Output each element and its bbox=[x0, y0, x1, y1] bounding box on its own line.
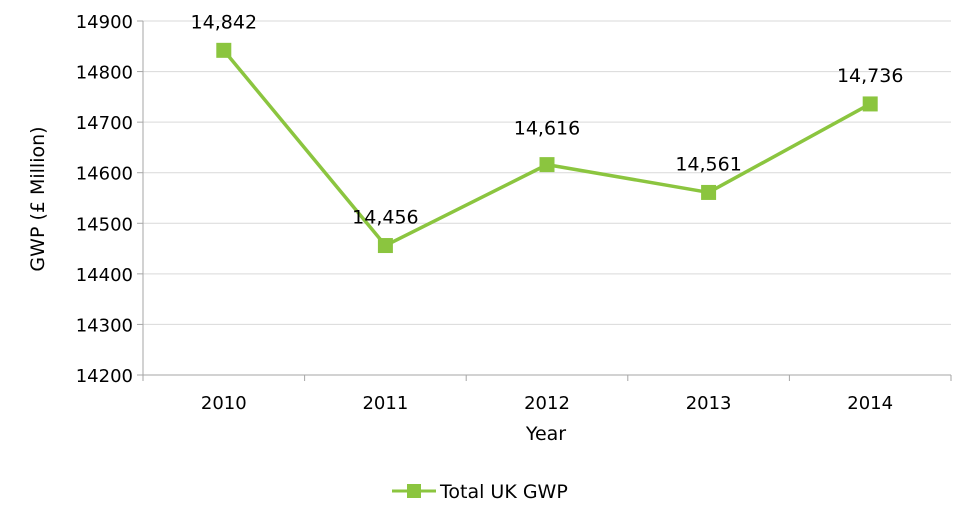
y-tick-labels: 14200 14300 14400 14500 14600 14700 14800 14900 bbox=[76, 12, 133, 387]
data-point-2013 bbox=[701, 184, 717, 200]
x-tick-labels: 2010 2011 2012 2013 2014 bbox=[201, 393, 893, 414]
data-point-2010 bbox=[216, 42, 232, 58]
gridlines bbox=[143, 20, 951, 325]
y-tick-label: 14600 bbox=[76, 164, 133, 185]
data-label: 14,616 bbox=[514, 118, 580, 140]
data-point-2012 bbox=[539, 157, 555, 173]
y-tick-label: 14900 bbox=[76, 12, 133, 33]
data-point-2014 bbox=[862, 96, 878, 112]
x-tick-label: 2011 bbox=[362, 393, 408, 414]
data-label: 14,736 bbox=[837, 65, 903, 87]
data-label: 14,842 bbox=[191, 11, 257, 33]
x-axis-title: Year bbox=[525, 423, 566, 445]
data-point-2011 bbox=[377, 238, 393, 254]
y-tick-label: 14300 bbox=[76, 315, 133, 336]
legend-marker bbox=[407, 484, 421, 498]
axes bbox=[137, 20, 952, 381]
y-tick-label: 14400 bbox=[76, 265, 133, 286]
series-total-uk-gwp: 14,842 14,456 14,616 14,561 14,736 bbox=[191, 11, 903, 254]
y-axis-title: GWP (£ Million) bbox=[27, 126, 49, 271]
x-tick-label: 2010 bbox=[201, 393, 247, 414]
y-tick-label: 14500 bbox=[76, 214, 133, 235]
data-label: 14,456 bbox=[352, 207, 418, 229]
data-label: 14,561 bbox=[675, 153, 741, 175]
legend-label: Total UK GWP bbox=[439, 481, 568, 503]
x-tick-label: 2013 bbox=[686, 393, 732, 414]
x-tick-label: 2014 bbox=[847, 393, 893, 414]
series-line bbox=[222, 49, 872, 248]
y-tick-label: 14200 bbox=[76, 366, 133, 387]
y-tick-label: 14800 bbox=[76, 63, 133, 84]
y-tick-label: 14700 bbox=[76, 113, 133, 134]
legend: Total UK GWP bbox=[392, 481, 568, 503]
x-tick-label: 2012 bbox=[524, 393, 570, 414]
